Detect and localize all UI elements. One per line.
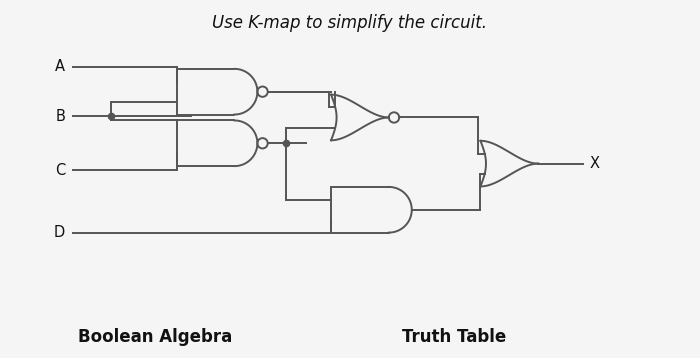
Text: Use K-map to simplify the circuit.: Use K-map to simplify the circuit. xyxy=(213,14,487,32)
Text: C: C xyxy=(55,163,65,178)
Text: Boolean Algebra: Boolean Algebra xyxy=(78,328,232,346)
Text: Truth Table: Truth Table xyxy=(402,328,507,346)
Text: X: X xyxy=(590,156,600,171)
Text: D: D xyxy=(54,225,65,240)
Text: A: A xyxy=(55,59,65,74)
Text: B: B xyxy=(55,109,65,124)
